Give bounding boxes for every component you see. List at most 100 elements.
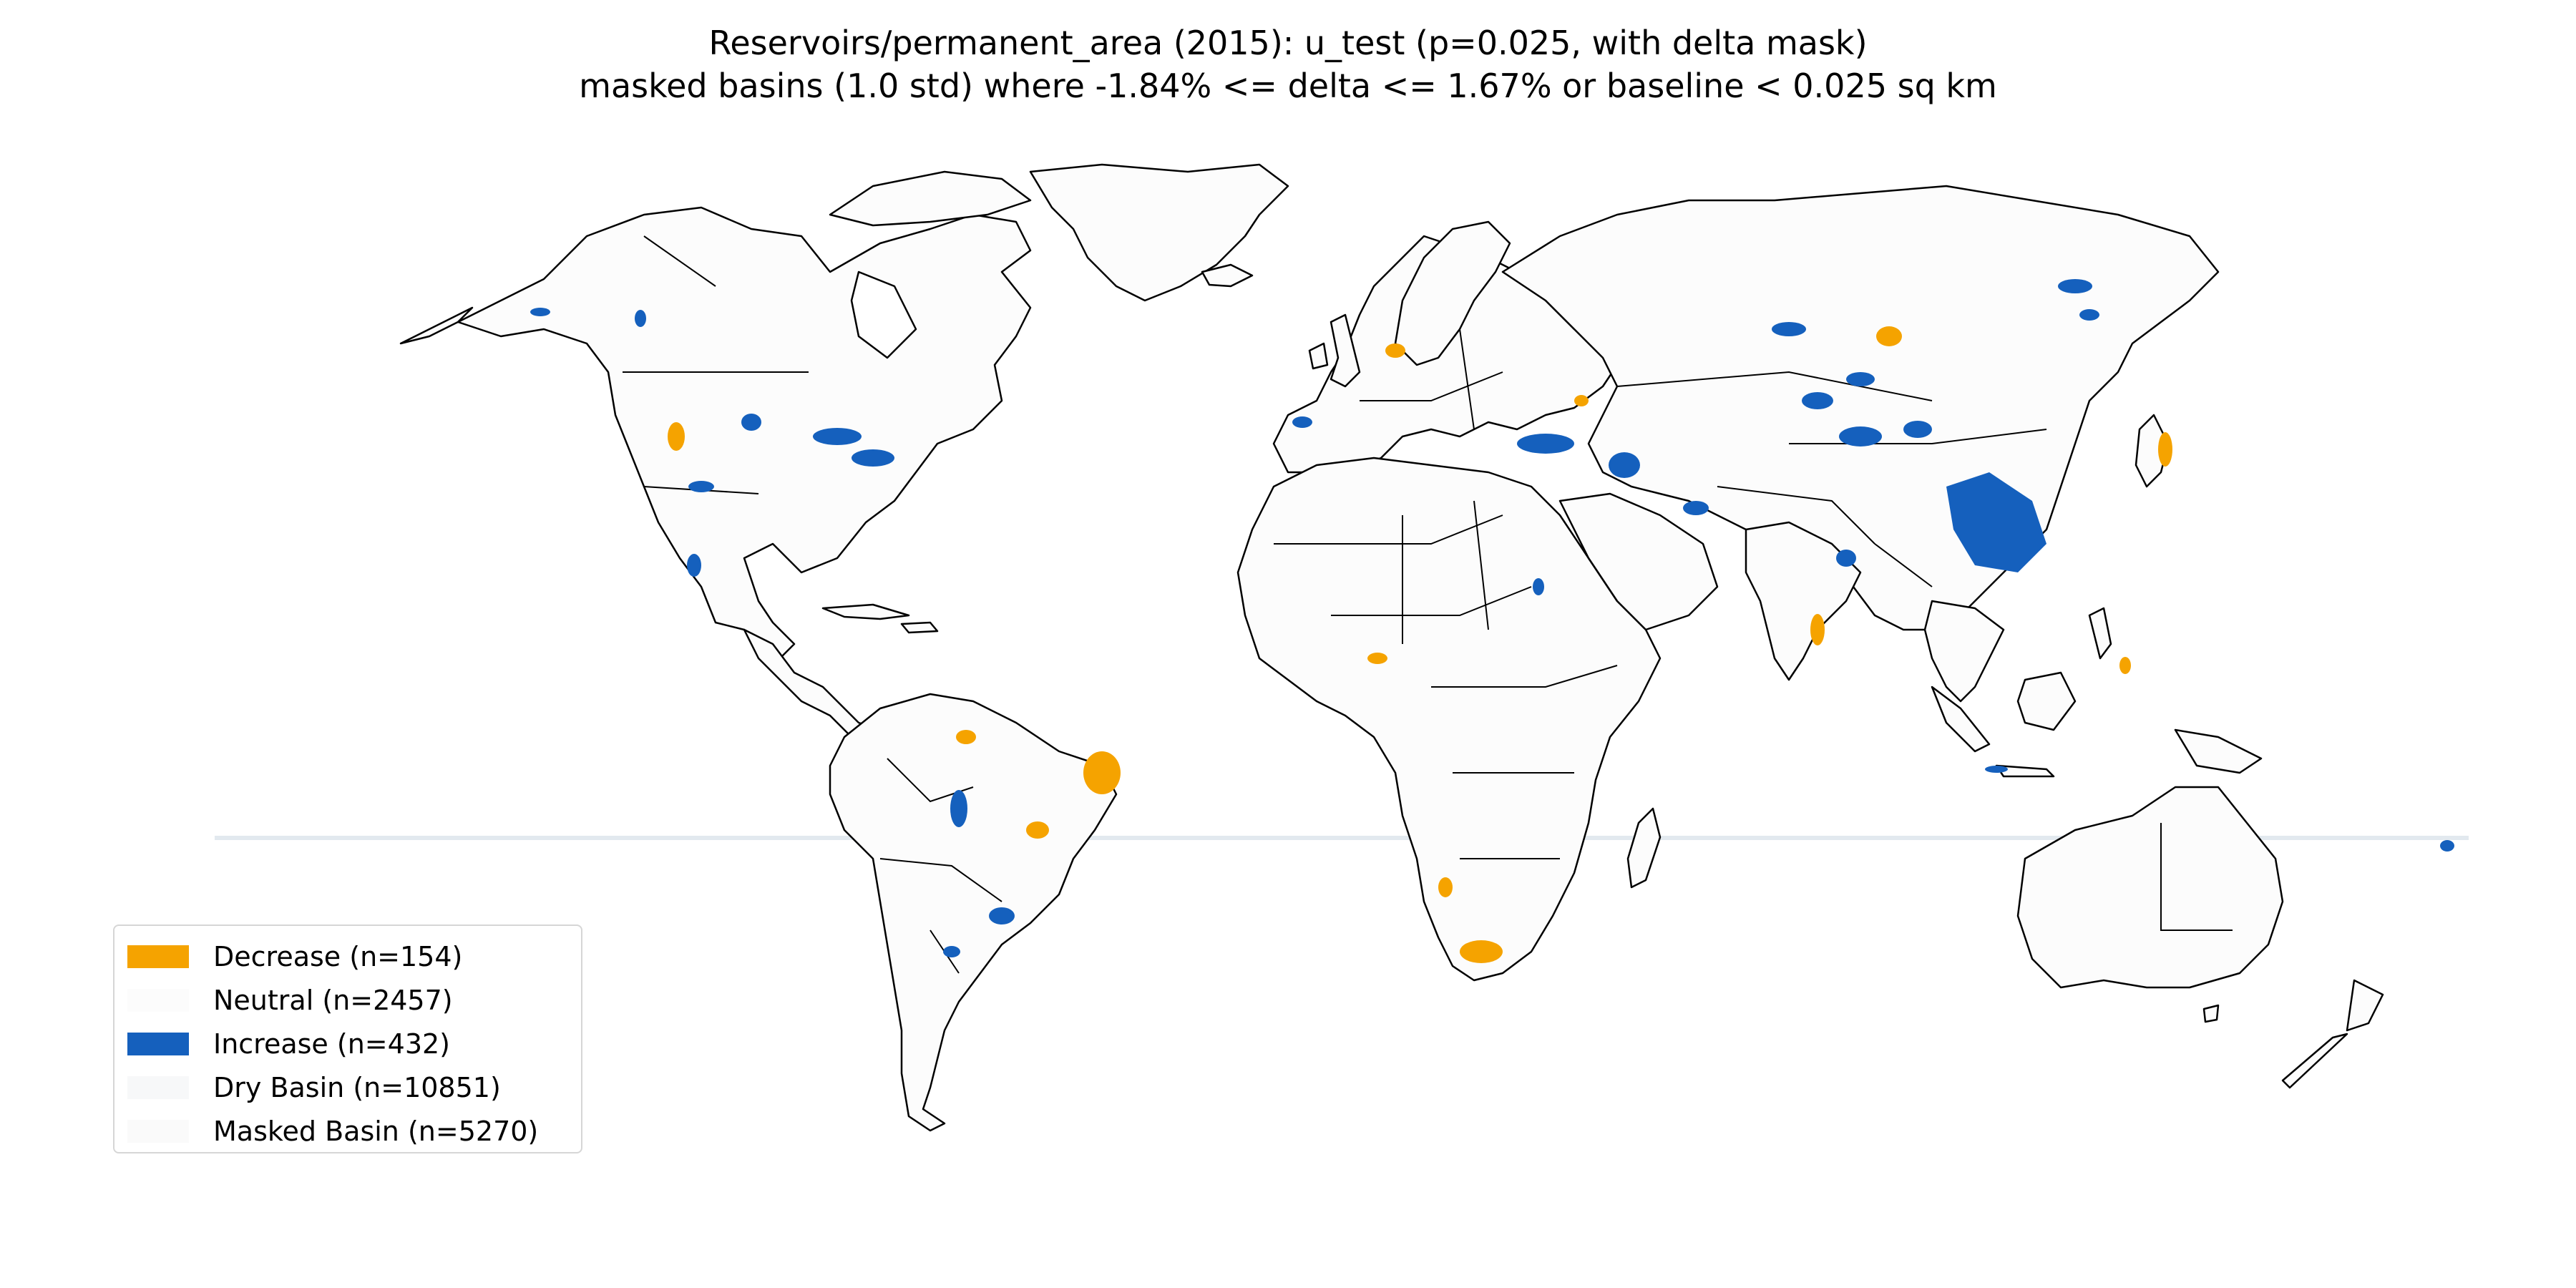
border-as-4 xyxy=(1874,543,1933,587)
legend-label: Dry Basin (n=10851) xyxy=(213,1071,501,1103)
basin-increase xyxy=(1903,421,1932,438)
basin-increase xyxy=(950,790,967,827)
basin-decrease xyxy=(1367,653,1387,664)
basin-increase xyxy=(852,449,894,467)
legend-label: Decrease (n=154) xyxy=(213,940,463,972)
basin-decrease xyxy=(1438,877,1453,897)
hudson-bay-islands xyxy=(850,270,917,359)
arabian-peninsula xyxy=(1558,492,1719,631)
basin-increase xyxy=(2079,309,2099,321)
basin-decrease xyxy=(2158,432,2172,467)
border-sa-2 xyxy=(879,858,1002,902)
legend-item-neutral: Neutral (n=2457) xyxy=(127,978,568,1022)
basin-increase xyxy=(688,481,714,492)
map-title: Reservoirs/permanent_area (2015): u_test… xyxy=(708,24,1868,62)
basin-increase xyxy=(943,946,960,957)
basin-decrease xyxy=(2119,657,2131,674)
legend-label: Increase (n=432) xyxy=(213,1028,450,1060)
basin-increase xyxy=(1772,322,1806,336)
arctic-islands xyxy=(829,170,1032,227)
cuba xyxy=(821,603,910,620)
basin-increase xyxy=(1985,766,2008,773)
legend-swatch-dry-basin xyxy=(127,1075,189,1099)
legend-item-dry-basin: Dry Basin (n=10851) xyxy=(127,1065,568,1109)
basin-increase xyxy=(1836,550,1856,567)
basin-decrease xyxy=(1574,395,1589,406)
legend-swatch-neutral xyxy=(127,988,189,1012)
new-guinea xyxy=(2174,728,2263,774)
border-eu-2 xyxy=(1459,328,1475,430)
basin-increase xyxy=(1846,372,1875,386)
legend-label: Neutral (n=2457) xyxy=(213,984,453,1016)
legend-label: Masked Basin (n=5270) xyxy=(213,1115,539,1147)
iceland xyxy=(1201,263,1254,288)
border-af-1 xyxy=(1274,514,1503,545)
legend: Decrease (n=154) Neutral (n=2457) Increa… xyxy=(113,924,582,1153)
border-au-1 xyxy=(2160,823,2233,931)
asia-landmass xyxy=(1501,185,2220,631)
legend-swatch-decrease xyxy=(127,945,189,968)
australia xyxy=(2016,786,2284,989)
basin-increase xyxy=(1517,434,1574,454)
border-af-6 xyxy=(1473,500,1489,630)
basin-decrease xyxy=(1083,751,1121,794)
legend-item-increase: Increase (n=432) xyxy=(127,1022,568,1065)
basin-increase xyxy=(530,308,550,316)
new-zealand xyxy=(2346,979,2384,1032)
legend-item-decrease: Decrease (n=154) xyxy=(127,935,568,978)
hispaniola xyxy=(900,621,939,634)
sumatra xyxy=(1931,686,1991,753)
legend-swatch-masked-basin xyxy=(127,1119,189,1143)
border-eu-1 xyxy=(1360,371,1503,401)
legend-item-masked-basin: Masked Basin (n=5270) xyxy=(127,1109,568,1153)
basin-decrease xyxy=(1026,821,1049,839)
ireland xyxy=(1308,342,1329,370)
basin-increase xyxy=(1802,392,1833,409)
north-america-landmass xyxy=(457,206,1032,660)
indian-subcontinent xyxy=(1745,521,1862,681)
border-as-1 xyxy=(1616,371,1933,401)
greenland xyxy=(1029,163,1289,302)
philippines xyxy=(2088,607,2112,660)
legend-swatch-increase xyxy=(127,1032,189,1055)
basin-increase xyxy=(2440,840,2454,852)
basin-increase xyxy=(741,414,761,431)
border-as-3 xyxy=(1717,486,1875,545)
basin-increase xyxy=(687,554,701,577)
basin-increase xyxy=(1946,472,2046,572)
great-britain xyxy=(1330,313,1361,388)
basin-decrease xyxy=(1876,326,1902,346)
basin-increase xyxy=(2058,279,2092,293)
basin-increase xyxy=(1609,452,1640,478)
basin-increase xyxy=(1292,416,1312,428)
indochina xyxy=(1923,600,2005,703)
basin-increase xyxy=(813,428,862,445)
border-alaska-canada xyxy=(643,235,716,287)
title-block: Reservoirs/permanent_area (2015): u_test… xyxy=(0,21,2576,107)
basin-decrease xyxy=(668,422,685,451)
border-af-3 xyxy=(1431,665,1618,688)
alaska xyxy=(399,306,474,345)
new-zealand-south xyxy=(2281,1033,2348,1089)
basin-decrease xyxy=(1460,940,1503,963)
south-america-landmass xyxy=(829,693,1118,1132)
japan xyxy=(2135,414,2170,488)
basin-increase xyxy=(989,907,1015,924)
border-as-2 xyxy=(1789,429,2047,444)
basin-increase xyxy=(1683,501,1709,515)
tasmania xyxy=(2202,1004,2220,1023)
basin-decrease xyxy=(1810,614,1825,645)
basin-decrease xyxy=(1385,343,1405,358)
scandinavia xyxy=(1394,220,1511,366)
map-subtitle: masked basins (1.0 std) where -1.84% <= … xyxy=(579,67,1997,105)
basin-increase xyxy=(1533,578,1544,595)
java xyxy=(1995,764,2055,778)
borneo xyxy=(2016,671,2077,731)
basin-increase xyxy=(1839,426,1882,447)
africa-landmass xyxy=(1236,457,1662,982)
border-af-2 xyxy=(1331,586,1532,616)
basin-decrease xyxy=(956,730,976,744)
madagascar xyxy=(1626,807,1662,889)
equator-line xyxy=(215,836,2469,840)
